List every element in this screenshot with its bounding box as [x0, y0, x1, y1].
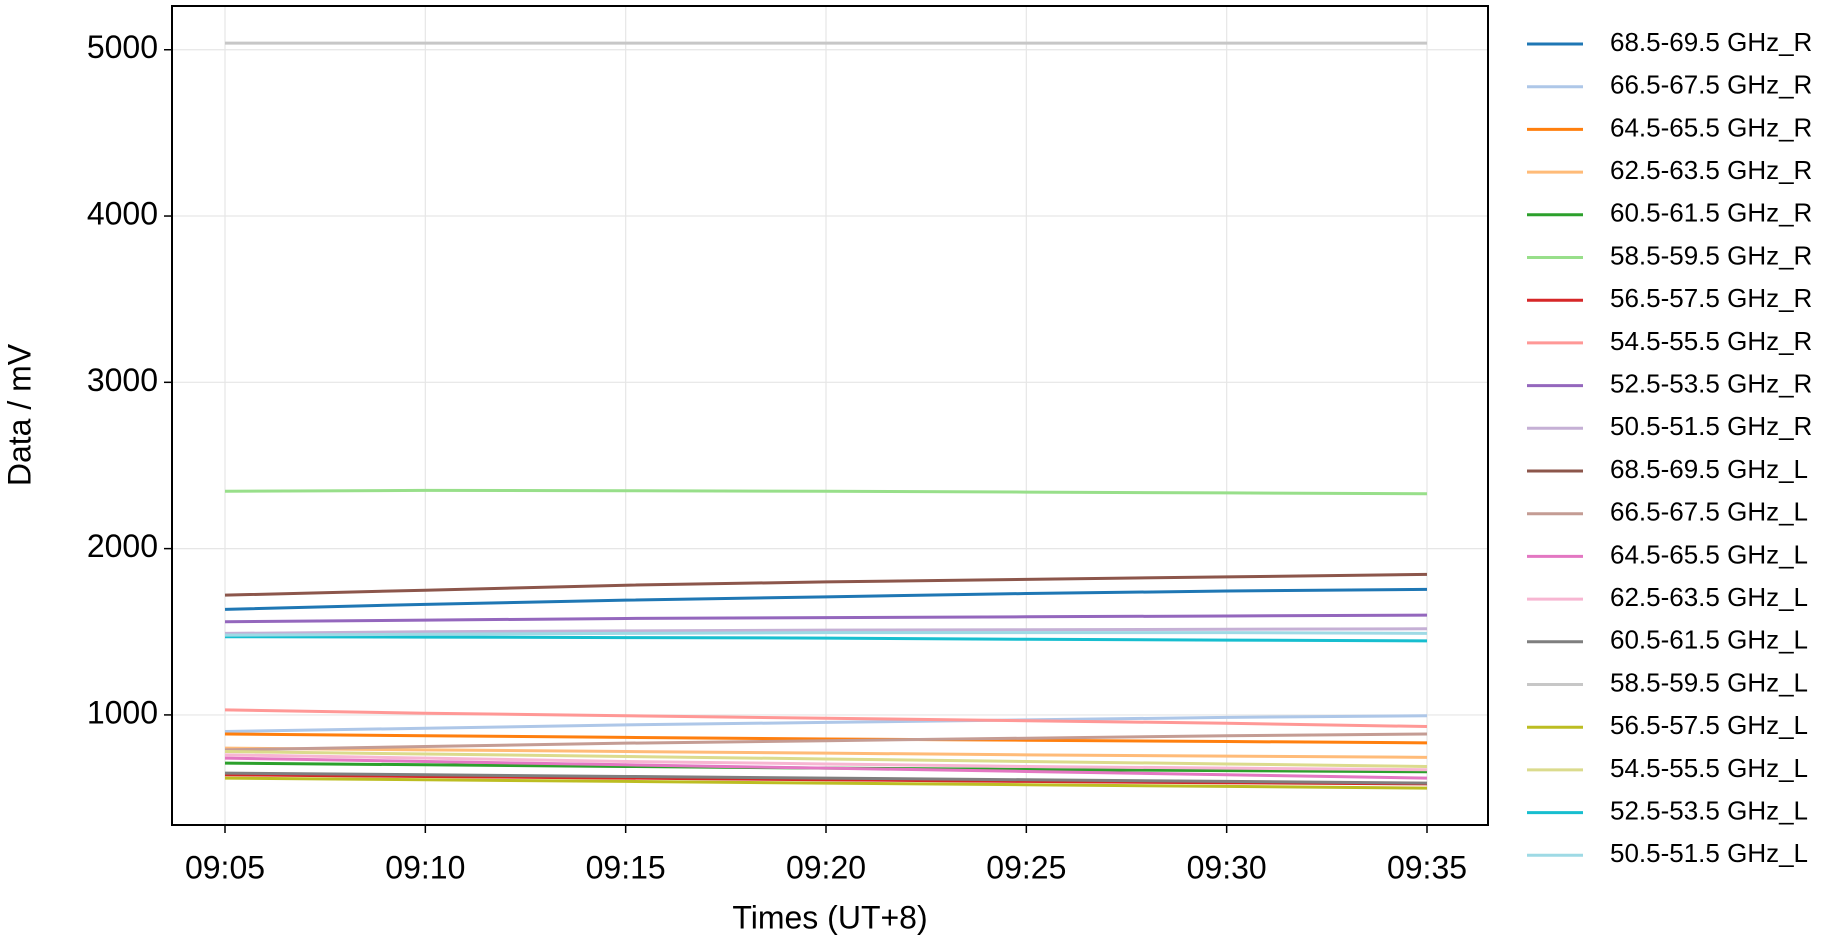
x-tick-label: 09:35 [1387, 849, 1467, 885]
y-tick-label: 3000 [87, 362, 158, 398]
legend-label: 52.5-53.5 GHz_R [1610, 368, 1812, 398]
x-tick-label: 09:20 [786, 849, 866, 885]
series-line [224, 756, 1428, 780]
y-tick-label: 4000 [87, 195, 158, 231]
series-line [224, 714, 1428, 734]
series-line [224, 572, 1428, 597]
legend-label: 54.5-55.5 GHz_R [1610, 326, 1812, 356]
y-tick-label: 2000 [87, 528, 158, 564]
legend-label: 58.5-59.5 GHz_L [1610, 667, 1808, 697]
y-tick-label: 1000 [87, 694, 158, 730]
series-line [224, 488, 1428, 496]
legend-label: 50.5-51.5 GHz_R [1610, 411, 1812, 441]
legend-label: 62.5-63.5 GHz_R [1610, 155, 1812, 185]
legend-label: 56.5-57.5 GHz_R [1610, 283, 1812, 313]
series-line [224, 613, 1428, 624]
plot-frame [171, 5, 1489, 826]
series-line [224, 587, 1428, 611]
x-axis-label: Times (UT+8) [732, 899, 927, 935]
y-tick-label: 5000 [87, 29, 158, 65]
x-tick-label: 09:25 [986, 849, 1066, 885]
legend-label: 54.5-55.5 GHz_L [1610, 753, 1808, 783]
legend-label: 62.5-63.5 GHz_L [1610, 582, 1808, 612]
series-line [224, 776, 1428, 790]
legend-label: 66.5-67.5 GHz_L [1610, 497, 1808, 527]
series-line [224, 732, 1428, 752]
legend-label: 66.5-67.5 GHz_R [1610, 70, 1812, 100]
legend-label: 64.5-65.5 GHz_R [1610, 112, 1812, 142]
x-tick-label: 09:15 [586, 849, 666, 885]
x-tick-label: 09:30 [1187, 849, 1267, 885]
series-line [224, 749, 1428, 768]
legend-label: 60.5-61.5 GHz_L [1610, 625, 1808, 655]
series-line [224, 708, 1428, 729]
legend-label: 58.5-59.5 GHz_R [1610, 240, 1812, 270]
y-axis-label: Data / mV [1, 343, 37, 486]
legend-label: 68.5-69.5 GHz_L [1610, 454, 1808, 484]
series-line [224, 631, 1428, 637]
legend-label: 64.5-65.5 GHz_L [1610, 539, 1808, 569]
series-line [224, 753, 1428, 772]
legend-label: 60.5-61.5 GHz_R [1610, 198, 1812, 228]
legend-label: 50.5-51.5 GHz_L [1610, 838, 1808, 868]
series-line [224, 746, 1428, 759]
series-line [224, 627, 1428, 635]
legend-label: 52.5-53.5 GHz_L [1610, 795, 1808, 825]
legend-label: 56.5-57.5 GHz_L [1610, 710, 1808, 740]
series-line [224, 771, 1428, 785]
legend-label: 68.5-69.5 GHz_R [1610, 27, 1812, 57]
series-line [224, 635, 1428, 643]
series-line [224, 732, 1428, 745]
x-tick-label: 09:05 [185, 849, 265, 885]
x-tick-label: 09:10 [385, 849, 465, 885]
